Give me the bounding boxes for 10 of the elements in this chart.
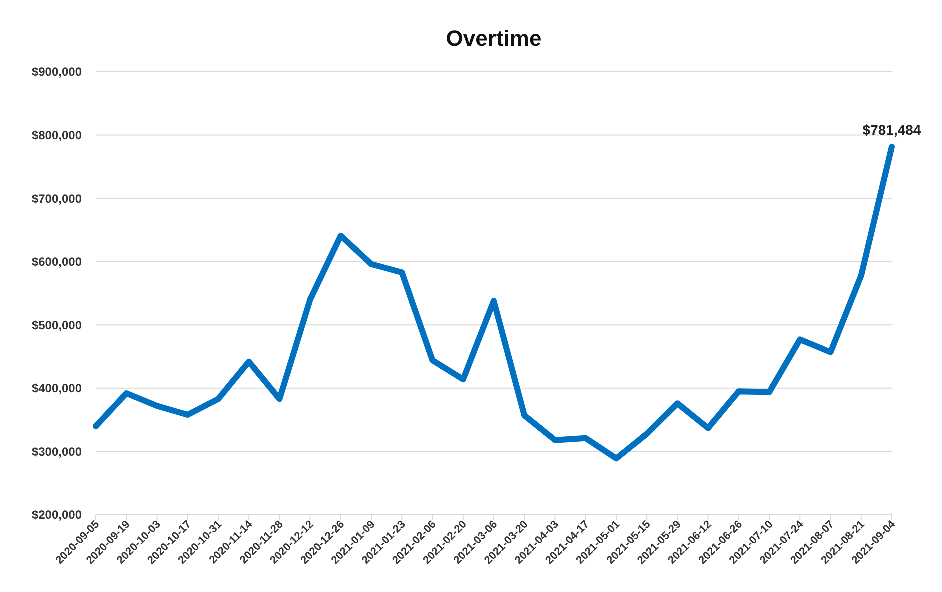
y-tick-label: $600,000 <box>32 255 82 270</box>
y-tick-label: $500,000 <box>32 318 82 332</box>
y-tick-label: $900,000 <box>32 65 82 80</box>
data-label: $781,484 <box>862 122 922 138</box>
y-tick-label: $800,000 <box>32 128 82 142</box>
y-tick-label: $300,000 <box>32 444 82 459</box>
y-tick-label: $700,000 <box>32 192 82 206</box>
y-tick-label: $200,000 <box>32 508 82 522</box>
y-tick-label: $400,000 <box>32 382 82 396</box>
chart-title: Overtime <box>446 26 542 51</box>
